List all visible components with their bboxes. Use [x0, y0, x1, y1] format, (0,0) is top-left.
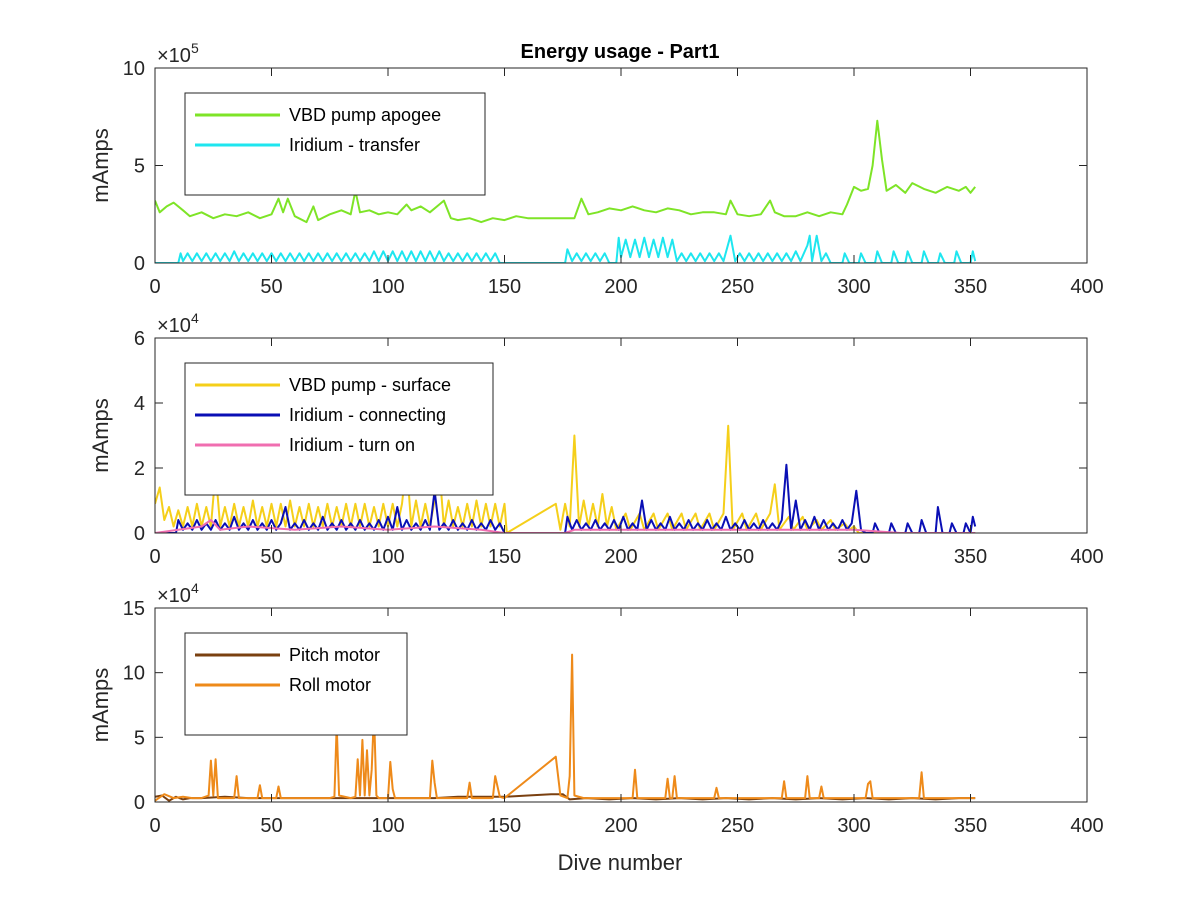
- x-tick-label: 0: [149, 546, 160, 568]
- y-tick-label: 15: [123, 598, 145, 620]
- y-exponent-superscript: 4: [191, 580, 199, 596]
- series-line-2: [155, 653, 976, 802]
- x-tick-label: 150: [488, 546, 521, 568]
- x-tick-label: 50: [260, 276, 282, 298]
- series-line-2: [155, 463, 977, 533]
- x-tick-label: 300: [837, 546, 870, 568]
- y-tick-label: 6: [134, 328, 145, 350]
- x-tick-label: 0: [149, 276, 160, 298]
- series-line-1: [155, 424, 976, 533]
- x-tick-label: 350: [954, 815, 987, 837]
- x-tick-label: 100: [371, 276, 404, 298]
- x-tick-label: 200: [604, 276, 637, 298]
- y-tick-label: 2: [134, 458, 145, 480]
- series-group: [155, 653, 976, 802]
- x-axis-label: Dive number: [558, 850, 683, 875]
- x-tick-label: 0: [149, 815, 160, 837]
- subplots: 0 50 100 150 200 250 300 350 4000510×105mAmpsVBD…: [88, 40, 1104, 837]
- x-tick-label: 400: [1070, 815, 1103, 837]
- x-tick-label: 350: [954, 546, 987, 568]
- legend-entry: Iridium - connecting: [289, 405, 446, 425]
- y-exponent-superscript: 5: [191, 40, 199, 56]
- x-tick-label: 200: [604, 815, 637, 837]
- x-tick-label: 400: [1070, 546, 1103, 568]
- x-tick-label: 200: [604, 546, 637, 568]
- x-tick-label: 250: [721, 815, 754, 837]
- legend-entry: Iridium - turn on: [289, 435, 415, 455]
- subplot-2: 0 50 100 150 200 250 300 350 4000246×104mAmpsVBD…: [88, 310, 1104, 568]
- x-tick-label: 250: [721, 546, 754, 568]
- x-tick-label: 400: [1070, 276, 1103, 298]
- y-tick-label: 4: [134, 393, 145, 415]
- y-tick-label: 0: [134, 253, 145, 275]
- legend-entry: VBD pump apogee: [289, 105, 441, 125]
- x-tick-label: 50: [260, 815, 282, 837]
- x-tick-label: 150: [488, 276, 521, 298]
- y-tick-label: 10: [123, 663, 145, 685]
- series-group: [155, 424, 977, 533]
- series-group: [155, 119, 977, 263]
- y-tick-label: 0: [134, 792, 145, 814]
- x-tick-label: 150: [488, 815, 521, 837]
- y-tick-label: 10: [123, 58, 145, 80]
- x-tick-label: 50: [260, 546, 282, 568]
- y-tick-label: 5: [134, 156, 145, 178]
- legend: Pitch motor Roll motor: [184, 632, 408, 736]
- series-line-1: [155, 119, 976, 224]
- y-exponent-superscript: 4: [191, 310, 199, 326]
- x-tick-label: 350: [954, 276, 987, 298]
- y-axis-label: mAmps: [88, 398, 113, 473]
- legend-entry: Iridium - transfer: [289, 135, 420, 155]
- subplot-1: 0 50 100 150 200 250 300 350 4000510×105mAmpsVBD…: [88, 40, 1104, 298]
- x-tick-label: 100: [371, 546, 404, 568]
- y-tick-label: 0: [134, 523, 145, 545]
- series-line-3: [155, 519, 976, 533]
- subplot-3: 0 50 100 150 200 250 300 350 400051015×104mAmpsP…: [88, 580, 1104, 837]
- legend: VBD pump apogee Iridium - transfer: [184, 92, 486, 196]
- x-tick-label: 100: [371, 815, 404, 837]
- legend-entry: Roll motor: [289, 675, 371, 695]
- x-tick-label: 300: [837, 276, 870, 298]
- legend: VBD pump - surface Iridium - connecting Ir…: [184, 362, 494, 496]
- x-tick-label: 250: [721, 276, 754, 298]
- x-tick-label: 300: [837, 815, 870, 837]
- figure-title: Energy usage - Part1: [521, 41, 720, 63]
- y-tick-label: 5: [134, 727, 145, 749]
- legend-entry: Pitch motor: [289, 645, 380, 665]
- legend-entry: VBD pump - surface: [289, 375, 451, 395]
- y-axis-label: mAmps: [88, 128, 113, 203]
- series-line-2: [155, 234, 977, 263]
- y-axis-label: mAmps: [88, 668, 113, 743]
